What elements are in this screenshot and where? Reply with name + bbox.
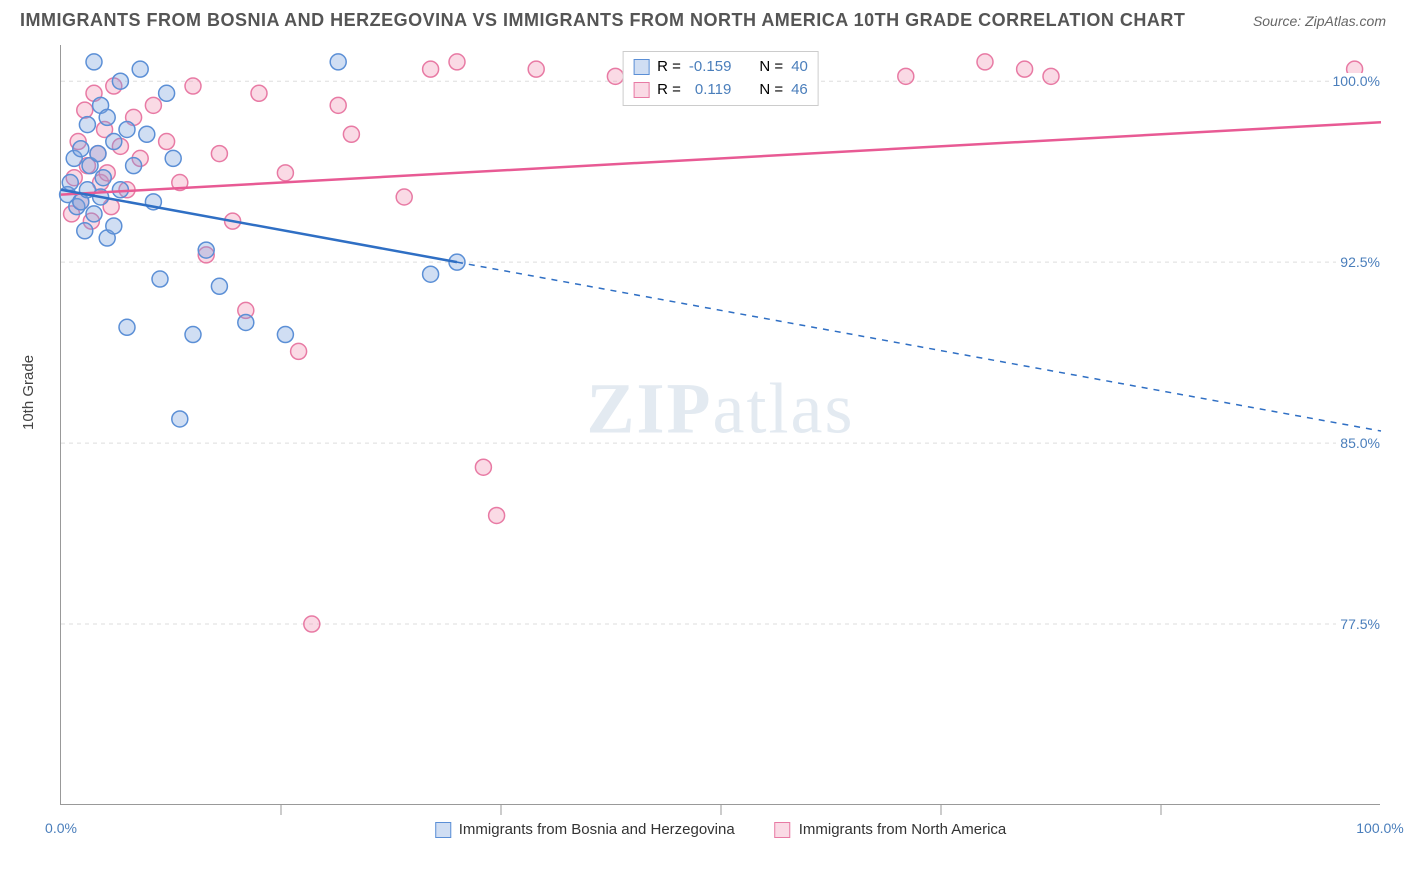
r-value-pink: 0.119 xyxy=(689,79,731,102)
y-tick-label: 92.5% xyxy=(1336,254,1384,270)
y-axis-title: 10th Grade xyxy=(20,355,37,430)
r-label: R = xyxy=(657,56,681,79)
chart-header: IMMIGRANTS FROM BOSNIA AND HERZEGOVINA V… xyxy=(0,0,1406,39)
correlation-legend: R = -0.159 N = 40 R = 0.119 N = 46 xyxy=(622,51,819,106)
legend-item-pink: Immigrants from North America xyxy=(775,821,1007,838)
y-tick-label: 85.0% xyxy=(1336,435,1384,451)
chart-plot-area: ZIPatlas R = -0.159 N = 40 R = 0.119 N =… xyxy=(60,45,1380,805)
r-value-blue: -0.159 xyxy=(689,56,732,79)
legend-item-blue: Immigrants from Bosnia and Herzegovina xyxy=(435,821,735,838)
legend-label-blue: Immigrants from Bosnia and Herzegovina xyxy=(459,821,735,838)
n-label: N = xyxy=(759,56,783,79)
legend-row-blue: R = -0.159 N = 40 xyxy=(633,56,808,79)
r-label: R = xyxy=(657,79,681,102)
chart-title: IMMIGRANTS FROM BOSNIA AND HERZEGOVINA V… xyxy=(20,10,1185,31)
legend-label-pink: Immigrants from North America xyxy=(799,821,1007,838)
x-min-label: 0.0% xyxy=(45,820,77,836)
n-value-blue: 40 xyxy=(791,56,808,79)
legend-row-pink: R = 0.119 N = 46 xyxy=(633,79,808,102)
swatch-pink xyxy=(633,82,649,98)
swatch-pink-icon xyxy=(775,822,791,838)
n-value-pink: 46 xyxy=(791,79,808,102)
x-max-label: 100.0% xyxy=(1356,820,1403,836)
chart-source: Source: ZipAtlas.com xyxy=(1253,13,1386,29)
scatter-svg xyxy=(61,45,1380,804)
n-label: N = xyxy=(759,79,783,102)
y-tick-label: 77.5% xyxy=(1336,616,1384,632)
swatch-blue xyxy=(633,59,649,75)
swatch-blue-icon xyxy=(435,822,451,838)
y-tick-label: 100.0% xyxy=(1329,73,1384,89)
series-legend: Immigrants from Bosnia and Herzegovina I… xyxy=(435,821,1007,838)
